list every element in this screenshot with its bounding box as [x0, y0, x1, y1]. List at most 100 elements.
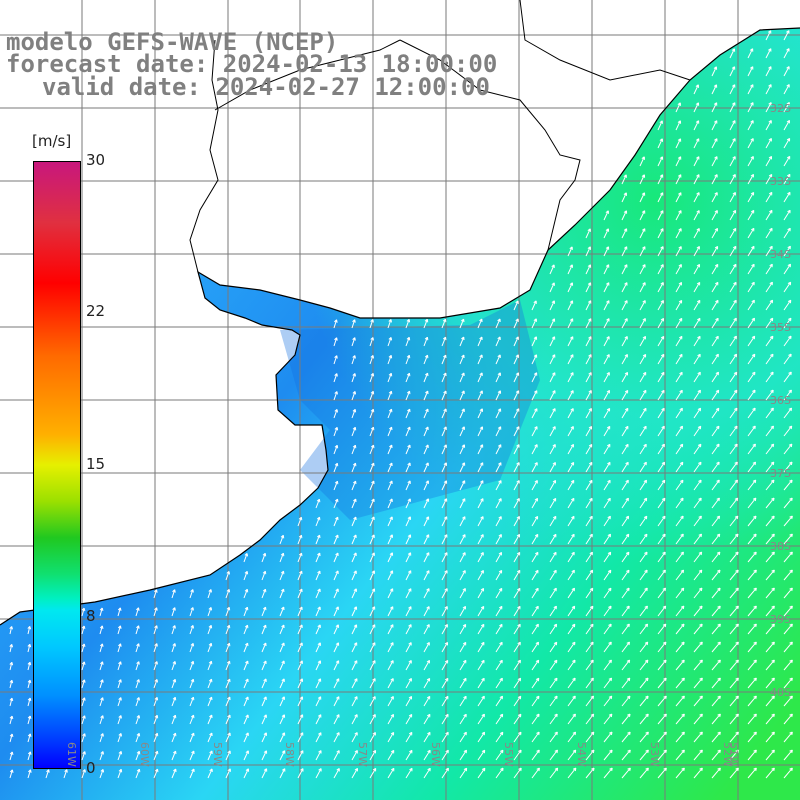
wind-arrow [747, 371, 756, 383]
wind-arrow [531, 480, 538, 491]
wind-arrow [405, 354, 411, 365]
wind-arrow [567, 659, 576, 671]
wind-arrow [585, 425, 593, 437]
wind-arrow [315, 516, 321, 527]
wind-arrow [765, 371, 774, 383]
wind-arrow [531, 336, 538, 347]
wind-arrow [567, 318, 574, 329]
lon-label: 51W [727, 742, 740, 767]
wind-arrow [441, 570, 448, 581]
wind-arrow [621, 174, 627, 185]
wind-arrow [711, 227, 718, 239]
wind-arrow [657, 120, 663, 131]
wind-arrow [513, 767, 522, 779]
wind-arrow [765, 48, 772, 59]
wind-arrow [639, 587, 648, 599]
wind-arrow [765, 30, 772, 41]
wind-arrow [459, 462, 466, 473]
wind-arrow [747, 299, 755, 311]
wind-arrow [765, 299, 774, 311]
wind-arrow [729, 335, 737, 347]
wind-arrow [639, 533, 648, 545]
wind-arrow [639, 264, 646, 275]
wind-arrow [405, 480, 411, 491]
wind-arrow [459, 390, 465, 401]
wind-arrow [693, 299, 701, 311]
wind-arrow [279, 750, 286, 761]
wind-arrow [711, 461, 720, 473]
wind-arrow [279, 570, 285, 581]
wind-arrow [747, 497, 757, 509]
wind-arrow [675, 281, 682, 293]
wind-arrow [549, 264, 555, 275]
wind-arrow [9, 626, 13, 635]
wind-arrow [387, 426, 393, 437]
wind-arrow [405, 570, 412, 581]
wind-arrow [711, 371, 719, 383]
wind-arrow [351, 319, 356, 329]
wind-arrow [549, 479, 557, 491]
wind-arrow [711, 767, 721, 779]
wind-arrow [693, 317, 701, 329]
lon-label: 57W [356, 742, 369, 767]
wind-arrow [693, 174, 700, 185]
lat-label: 40S [770, 686, 791, 699]
wind-arrow [549, 731, 558, 743]
wind-arrow [153, 696, 159, 707]
wind-arrow [711, 407, 720, 419]
wind-arrow [351, 408, 357, 419]
wind-arrow [351, 534, 357, 545]
wind-arrow [135, 768, 141, 779]
wind-arrow [567, 641, 576, 653]
wind-arrow [657, 264, 664, 275]
wind-arrow [603, 731, 613, 743]
wind-arrow [693, 587, 703, 599]
wind-arrow [585, 749, 595, 761]
wind-arrow [477, 713, 485, 725]
colorbar-tick-22: 22 [86, 302, 106, 320]
wind-arrow [495, 551, 502, 563]
wind-arrow [783, 281, 792, 293]
wind-arrow [297, 732, 304, 743]
wind-arrow [297, 534, 303, 545]
wind-arrow [747, 767, 757, 779]
wind-arrow [477, 516, 484, 527]
wind-arrow [747, 102, 754, 113]
wind-arrow [189, 732, 195, 743]
wind-arrow [621, 336, 628, 347]
wind-arrow [99, 625, 104, 635]
wind-arrow [27, 769, 32, 779]
wind-arrow [585, 318, 592, 329]
wind-arrow [711, 263, 719, 275]
wind-arrow [711, 749, 721, 761]
wind-arrow [441, 641, 449, 653]
wind-arrow [567, 264, 573, 275]
wind-arrow [675, 425, 683, 437]
wind-arrow [675, 713, 685, 725]
wind-arrow [135, 607, 140, 617]
wind-arrow [297, 552, 303, 563]
wind-arrow [333, 355, 338, 365]
wind-arrow [621, 318, 628, 329]
wind-arrow [783, 119, 790, 131]
wind-arrow [369, 390, 375, 401]
wind-arrow [567, 677, 576, 689]
wind-arrow [477, 480, 484, 491]
wind-arrow [603, 372, 610, 383]
wind-arrow [243, 553, 249, 563]
wind-arrow [549, 713, 558, 725]
wind-arrow [387, 552, 394, 563]
wind-arrow [639, 731, 649, 743]
wind-arrow [207, 768, 213, 779]
wind-arrow [27, 661, 32, 671]
wind-arrow [693, 84, 700, 95]
wind-arrow [693, 497, 702, 509]
wind-arrow [531, 569, 539, 581]
wind-arrow [369, 696, 376, 707]
wind-arrow [765, 407, 774, 419]
wind-arrow [639, 551, 648, 563]
wind-arrow [297, 606, 303, 617]
wind-arrow [639, 443, 647, 455]
wind-arrow [441, 444, 447, 455]
wind-arrow [783, 263, 791, 275]
